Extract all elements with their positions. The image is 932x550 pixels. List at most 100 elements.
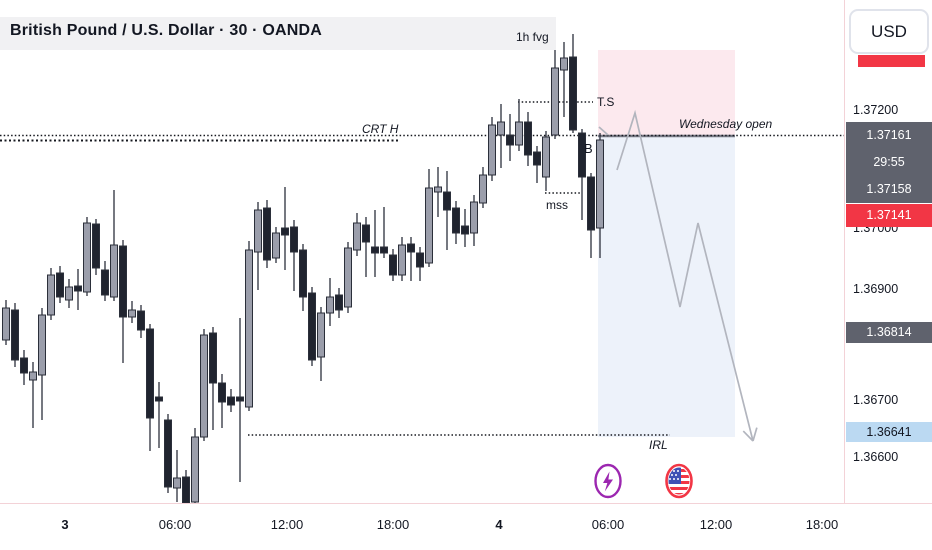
crt-high-label[interactable]: CRT H xyxy=(362,122,399,136)
symbol-title[interactable]: British Pound / U.S. Dollar · 30 · OANDA xyxy=(10,22,323,39)
candle-down xyxy=(362,224,370,243)
candle-down xyxy=(506,134,514,146)
price-level-badge: 1.37161 29:55 1.37158 xyxy=(846,122,932,203)
candle-down xyxy=(182,476,190,504)
candle-down xyxy=(524,121,532,156)
candle-down xyxy=(164,419,172,488)
price-axis[interactable]: USD 1.37200 1.37000 1.36900 1.36700 1.36600 1… xyxy=(844,0,932,503)
candle-up xyxy=(173,477,181,489)
bearish-fvg-zone xyxy=(598,50,735,136)
price-tick: 1.36700 xyxy=(853,393,899,407)
candle-down xyxy=(461,225,469,235)
candle-down xyxy=(263,207,271,261)
time-axis[interactable]: 3 06:00 12:00 18:00 4 06:00 12:00 18:00 xyxy=(0,503,932,550)
candle-down xyxy=(74,285,82,292)
candle-up xyxy=(191,436,199,503)
red-price-marker xyxy=(858,55,925,67)
candle-down xyxy=(587,176,595,231)
candle-up xyxy=(596,139,604,229)
time-tick: 18:00 xyxy=(805,517,839,532)
candle-up xyxy=(38,314,46,376)
us-flag-icon[interactable] xyxy=(664,463,694,499)
candle-down xyxy=(389,254,397,276)
time-tick: 12:00 xyxy=(699,517,733,532)
time-tick: 12:00 xyxy=(270,517,304,532)
ts-label[interactable]: T.S xyxy=(597,95,615,109)
candle-down xyxy=(281,227,289,236)
candle-down xyxy=(137,310,145,331)
candle-down xyxy=(380,246,388,254)
candle-down xyxy=(299,249,307,298)
arrow-anchor-mark xyxy=(598,126,609,136)
candle-up xyxy=(110,244,118,298)
candle-down xyxy=(236,396,244,402)
projection-arrowhead xyxy=(742,430,754,442)
candle-down xyxy=(92,223,100,269)
price-tick: 1.36600 xyxy=(853,450,899,464)
candle-down xyxy=(371,246,379,254)
candle-up xyxy=(272,232,280,259)
projection-arrowhead xyxy=(752,427,758,442)
time-tick: 18:00 xyxy=(376,517,410,532)
time-tick: 4 xyxy=(495,517,503,532)
candle-up xyxy=(83,222,91,293)
b-label[interactable]: B xyxy=(584,141,593,156)
candle-up xyxy=(2,307,10,341)
candle-up xyxy=(470,201,478,234)
candle-up xyxy=(317,312,325,358)
candle-up xyxy=(254,209,262,253)
title-band xyxy=(0,17,556,50)
candle-up xyxy=(479,174,487,204)
candle-up xyxy=(65,286,73,301)
candle-up xyxy=(398,244,406,276)
mss-label[interactable]: mss xyxy=(546,198,568,212)
candle-up xyxy=(344,247,352,308)
candle-down xyxy=(227,396,235,406)
candle-up xyxy=(434,186,442,193)
candle-down xyxy=(569,56,577,131)
projection-arrow xyxy=(616,109,754,442)
candle-down xyxy=(56,272,64,298)
candle-down xyxy=(218,382,226,403)
candle-up xyxy=(560,57,568,71)
candle-down xyxy=(101,269,109,296)
candle-down xyxy=(308,292,316,361)
price-level-badge: 1.36814 xyxy=(846,322,932,343)
candle-up xyxy=(326,296,334,314)
candle-down xyxy=(20,357,28,374)
currency-toggle-button[interactable]: USD xyxy=(849,9,929,54)
candle-up xyxy=(245,249,253,408)
price-level-badge: 1.36641 xyxy=(846,422,932,442)
target-zone xyxy=(598,136,735,437)
candle-up xyxy=(200,334,208,438)
candle-down xyxy=(335,294,343,311)
candle-down xyxy=(155,396,163,402)
fvg-label[interactable]: 1h fvg xyxy=(516,30,549,44)
time-tick: 06:00 xyxy=(158,517,192,532)
candle-up xyxy=(551,67,559,136)
candle-down xyxy=(416,252,424,268)
candle-down xyxy=(11,309,19,361)
candle-up xyxy=(353,222,361,251)
candle-down xyxy=(443,191,451,211)
candle-up xyxy=(47,274,55,316)
candle-up xyxy=(515,121,523,146)
candle-down xyxy=(452,207,460,234)
wednesday-open-label[interactable]: Wednesday open xyxy=(679,117,773,131)
candle-up xyxy=(497,121,505,136)
candle-down xyxy=(290,226,298,253)
current-price-badge: 1.37141 xyxy=(846,204,932,227)
candle-up xyxy=(488,124,496,176)
candle-up xyxy=(128,309,136,318)
candle-up xyxy=(425,187,433,264)
candle-down xyxy=(578,132,586,178)
irl-label[interactable]: IRL xyxy=(649,438,668,452)
candle-up xyxy=(542,136,550,178)
high-impact-event-icon[interactable] xyxy=(593,463,623,499)
candle-down xyxy=(533,151,541,166)
time-tick: 06:00 xyxy=(591,517,625,532)
price-tick: 1.37200 xyxy=(853,103,899,117)
candle-down xyxy=(407,243,415,253)
